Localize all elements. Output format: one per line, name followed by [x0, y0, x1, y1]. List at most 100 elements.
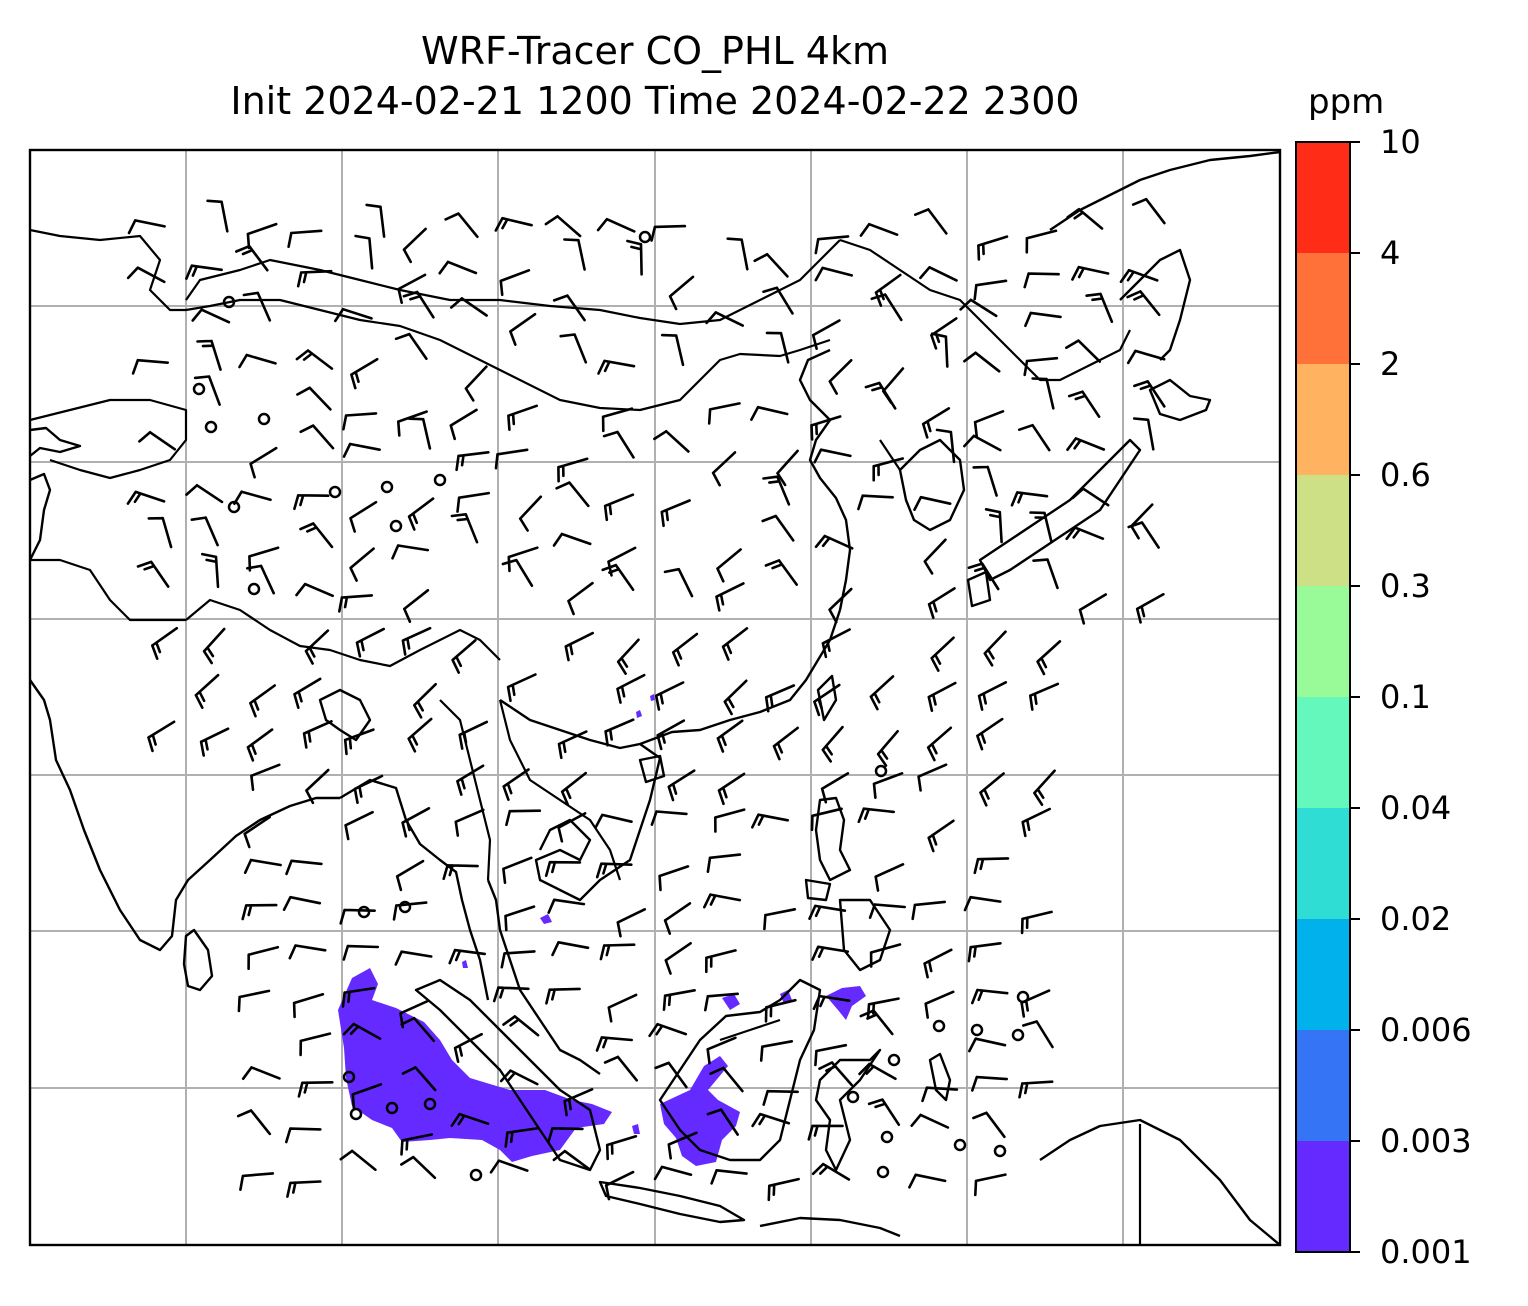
wind-barb [859, 1009, 894, 1036]
wind-barb [984, 508, 1003, 544]
coastline-japan-honshu [978, 438, 1142, 582]
wind-barb [759, 1040, 794, 1062]
wind-barb [715, 582, 745, 612]
calm-marker [398, 900, 412, 914]
wind-barb [444, 212, 479, 239]
wind-barb [872, 772, 904, 799]
colorbar-units: ppm [1308, 82, 1385, 122]
wind-barb [923, 538, 947, 575]
wind-barb [706, 1108, 739, 1136]
wind-barb [138, 431, 177, 451]
calm-marker [638, 230, 652, 244]
wind-barb [402, 290, 435, 319]
wind-barb [977, 681, 1008, 711]
coastline-malay-peninsula [486, 879, 601, 1075]
wind-barb [400, 1133, 434, 1156]
wind-barb [401, 626, 432, 656]
wind-barb [354, 234, 374, 270]
wind-barb [979, 772, 1005, 807]
colorbar-tick-label: 0.02 [1380, 900, 1452, 938]
wind-barb [341, 986, 376, 1008]
wind-barb [1132, 417, 1155, 451]
wind-barb [241, 903, 278, 921]
wind-barb [765, 331, 790, 364]
wind-barb [350, 357, 379, 390]
wind-barb [711, 451, 737, 487]
wind-barb [1065, 339, 1102, 363]
colorbar-band [1296, 697, 1350, 808]
wind-barbs [126, 197, 1166, 1202]
wind-barb [456, 764, 485, 796]
wind-barb [136, 560, 170, 588]
wind-barb [973, 410, 1005, 438]
wind-barb [450, 513, 479, 544]
wind-barb [151, 626, 179, 660]
wind-barb [293, 677, 322, 709]
wind-barb [808, 904, 847, 920]
wind-barb [976, 717, 1004, 751]
wind-barb [811, 319, 841, 350]
wind-barb [910, 1113, 950, 1129]
wind-barb [1066, 437, 1106, 451]
wind-barb [401, 1066, 437, 1092]
wind-barb [959, 298, 998, 318]
wind-barb [977, 235, 1009, 261]
wind-barb [753, 253, 789, 278]
wind-barb [551, 941, 590, 957]
wind-barb [709, 1066, 744, 1093]
map-title-line-2: Init 2024-02-21 1200 Time 2024-02-22 230… [230, 79, 1080, 123]
wind-barb [927, 587, 956, 619]
colorbar-tick-label: 0.6 [1380, 456, 1431, 494]
wind-barb [1131, 197, 1166, 225]
wind-barb [599, 943, 636, 961]
wind-barb [241, 1066, 281, 1080]
wind-barb [489, 1159, 529, 1174]
wind-barb [663, 902, 692, 935]
wind-barb [876, 730, 899, 767]
wind-barb [282, 895, 322, 911]
colorbar-tick-label: 0.1 [1380, 678, 1431, 716]
calm-marker [874, 764, 888, 778]
wind-barb [650, 810, 688, 826]
tracer-plume-fleck-3 [632, 1124, 640, 1134]
wind-barb [594, 813, 633, 829]
calm-marker [380, 480, 394, 494]
calm-marker [433, 473, 447, 487]
calm-marker [247, 582, 261, 596]
wind-barb [557, 730, 588, 760]
colorbar-tick-label: 0.001 [1380, 1233, 1472, 1271]
calm-marker [1011, 1028, 1025, 1042]
colorbar-band [1296, 475, 1350, 586]
wind-barb [968, 1037, 1007, 1053]
wind-barb [494, 216, 533, 232]
coastline-bay-of-bengal-east [339, 778, 490, 1001]
wind-barb [810, 415, 842, 441]
wind-barb [502, 768, 530, 801]
wind-barb [764, 684, 796, 713]
colorbar-ticks [1350, 141, 1360, 1253]
wind-barb [820, 772, 850, 804]
wind-barb [442, 864, 479, 880]
colorbar-tick-label: 10 [1380, 123, 1421, 161]
coastline-new-guinea [1039, 1118, 1281, 1246]
wind-barb [921, 407, 951, 439]
wind-barb [499, 1069, 539, 1086]
coastline-korea [898, 438, 966, 532]
wind-barb [353, 774, 384, 804]
wind-barb [1119, 268, 1159, 284]
wind-barb [299, 424, 335, 450]
border-china-russia-northeast [839, 238, 1131, 382]
wind-barb [814, 235, 850, 255]
wind-barb [908, 1173, 947, 1189]
wind-barb [506, 673, 537, 703]
wind-barb [342, 944, 380, 961]
wind-barb [814, 1043, 848, 1067]
wind-barb [397, 410, 428, 437]
wind-barb [807, 1124, 844, 1141]
wind-barb [413, 682, 437, 719]
wind-barb [243, 858, 282, 874]
wind-barb [716, 719, 744, 753]
wind-barb [299, 522, 334, 549]
coastline-sumatra [414, 978, 602, 1172]
